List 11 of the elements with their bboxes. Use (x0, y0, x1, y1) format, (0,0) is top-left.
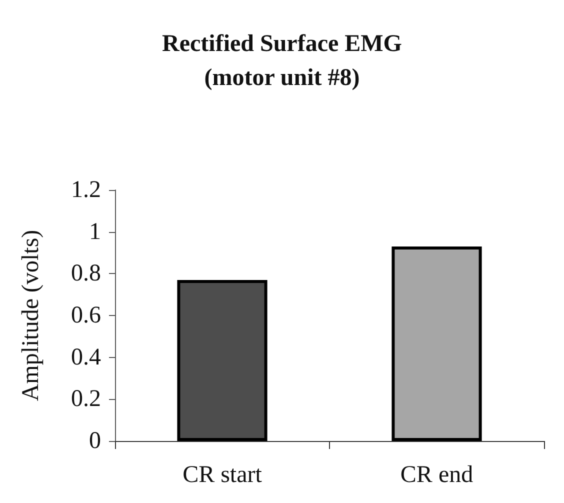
y-tick-label: 0 (89, 428, 101, 454)
x-tick-label: CR start (182, 462, 262, 488)
y-tick-label: 0.6 (71, 302, 101, 328)
y-tick-label: 1 (89, 218, 101, 245)
x-tick-label: CR end (400, 462, 474, 488)
y-tick-label: 1.2 (71, 177, 101, 203)
y-tick-label: 0.2 (71, 386, 101, 412)
y-axis-title: Amplitude (volts) (18, 230, 44, 402)
chart-title: Rectified Surface EMG (motor unit #8) (162, 31, 402, 91)
y-tick-label: 0.4 (71, 344, 101, 370)
y-tick-label: 0.8 (71, 260, 101, 287)
